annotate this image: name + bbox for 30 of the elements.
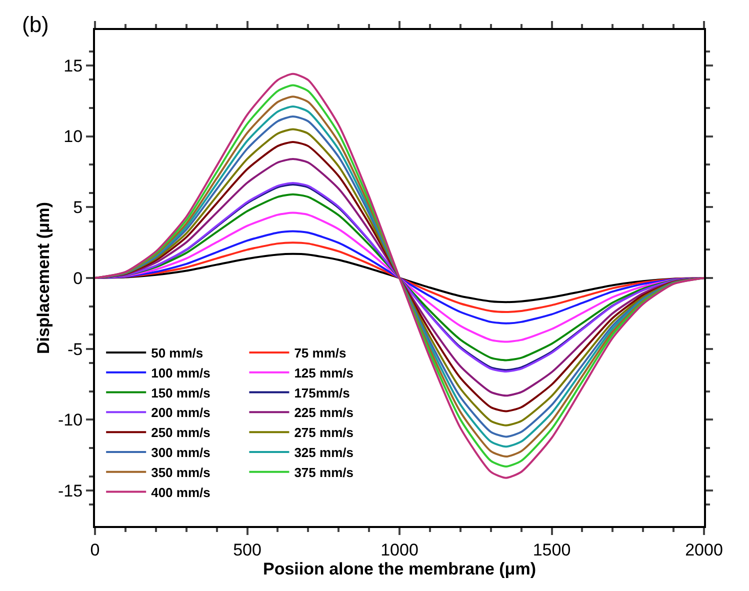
legend-label: 150 mm/s xyxy=(151,385,210,400)
y-axis-title: Displacement (μm) xyxy=(34,202,54,354)
y-tick-label: -15 xyxy=(58,482,83,501)
x-axis-title: Posiion alone the membrane (μm) xyxy=(262,559,536,578)
legend-label: 250 mm/s xyxy=(151,425,210,440)
x-tick-label: 500 xyxy=(233,540,262,560)
y-tick-label: 0 xyxy=(73,268,83,288)
y-tick-label: 10 xyxy=(64,127,83,146)
legend-label: 75 mm/s xyxy=(294,346,346,361)
legend-label: 275 mm/s xyxy=(294,425,354,440)
legend-label: 300 mm/s xyxy=(151,445,210,460)
legend-label: 325 mm/s xyxy=(294,445,354,460)
legend-label: 125 mm/s xyxy=(294,365,354,380)
x-tick-label: 1000 xyxy=(380,540,418,560)
legend-label: 200 mm/s xyxy=(151,405,210,420)
legend-label: 50 mm/s xyxy=(151,346,204,361)
legend-label: 400 mm/s xyxy=(151,484,210,500)
legend-label: 100 mm/s xyxy=(151,365,210,380)
y-tick-label: -5 xyxy=(67,340,83,359)
legend-label: 350 mm/s xyxy=(151,464,210,480)
x-tick-label: 1500 xyxy=(532,540,571,560)
legend-label: 175mm/s xyxy=(294,385,350,400)
x-tick-label: 2000 xyxy=(685,540,723,560)
y-tick-label: 15 xyxy=(64,56,83,76)
legend-label: 375 mm/s xyxy=(294,464,354,480)
y-tick-label: -10 xyxy=(58,410,83,430)
y-tick-label: 5 xyxy=(73,198,83,218)
text: (b) xyxy=(22,12,49,37)
x-tick-label: 0 xyxy=(90,540,100,560)
legend-label: 225 mm/s xyxy=(294,405,354,420)
